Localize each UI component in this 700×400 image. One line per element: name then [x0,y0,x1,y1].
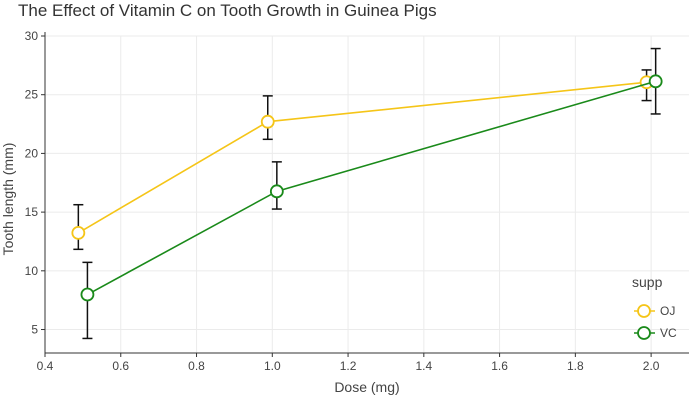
axes: 0.4 0.6 0.8 1.0 1.2 1.4 1.6 1.8 2.0 5 10 15 20 25 30 [25,29,689,373]
x-tick-label-2: 0.8 [188,359,205,373]
legend-swatch-marker-VC [637,326,651,340]
point-VC-2 [648,74,663,89]
x-tick-label-6: 1.6 [491,359,508,373]
x-tick-label-5: 1.4 [415,359,432,373]
legend-title: supp [632,274,663,290]
data-series [71,47,663,340]
y-tick-label-0: 5 [31,323,38,337]
legend-item-VC: VC [634,326,677,340]
x-tick-label-4: 1.2 [340,359,357,373]
grid [44,35,689,353]
legend-label-OJ: OJ [660,304,675,318]
y-tick-label-5: 30 [25,29,39,43]
point-VC-0 [80,287,95,302]
y-axis-label: Tooth length (mm) [0,143,16,256]
chart-title: The Effect of Vitamin C on Tooth Growth … [18,1,437,20]
x-tick-label-1: 0.6 [112,359,129,373]
point-VC-1 [269,184,284,199]
y-tick-label-1: 10 [25,264,39,278]
series-line-OJ [77,81,647,234]
x-tick-label-7: 1.8 [567,359,584,373]
legend-item-OJ: OJ [634,304,675,318]
x-tick-label-8: 2.0 [643,359,660,373]
legend: supp OJ VC [632,274,677,340]
legend-label-VC: VC [660,326,677,340]
series-VC [80,47,663,340]
x-tick-label-0: 0.4 [37,359,54,373]
x-axis-label: Dose (mg) [334,379,399,395]
series-line-VC [87,80,656,296]
y-tick-label-3: 20 [25,146,39,160]
y-tick-label-4: 25 [25,88,39,102]
point-OJ-0 [71,225,86,240]
legend-swatch-marker-OJ [637,304,651,318]
y-tick-label-2: 15 [25,205,39,219]
point-OJ-1 [260,114,275,129]
x-tick-label-3: 1.0 [264,359,281,373]
series-OJ [71,69,654,251]
